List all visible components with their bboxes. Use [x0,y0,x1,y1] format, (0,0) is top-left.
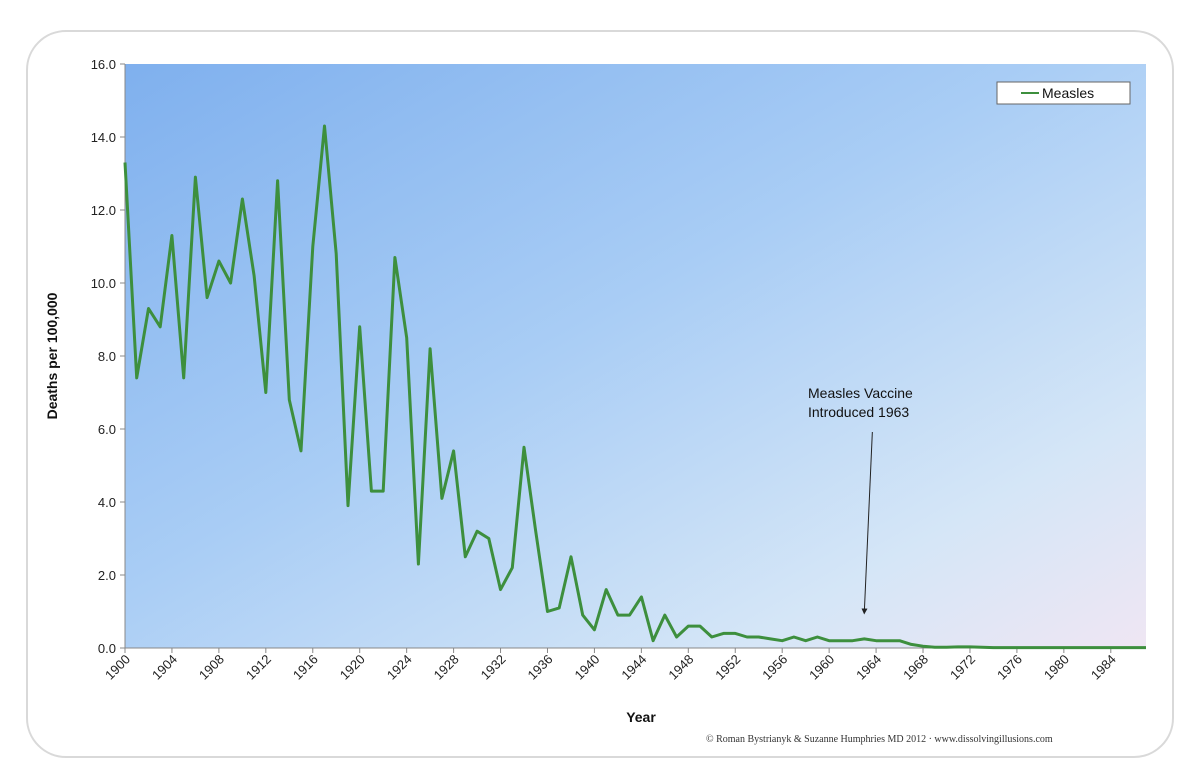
y-tick-label: 8.0 [98,349,116,364]
x-tick-label: 1900 [102,652,133,683]
x-tick-label: 1924 [384,652,415,683]
x-tick-label: 1952 [712,652,743,683]
x-tick-label: 1964 [853,652,884,683]
legend: Measles [996,81,1131,105]
x-tick-label: 1944 [618,652,649,683]
x-tick-label: 1940 [571,652,602,683]
x-tick-label: 1972 [947,652,978,683]
credit-text: © Roman Bystrianyk & Suzanne Humphries M… [706,734,1053,745]
x-tick-label: 1936 [525,652,556,683]
x-tick-label: 1920 [337,652,368,683]
y-axis-title: Deaths per 100,000 [44,292,60,419]
y-tick-label: 2.0 [98,568,116,583]
y-tick-label: 12.0 [91,203,116,218]
legend-label-measles: Measles [1042,85,1094,101]
annotation-line-1: Measles Vaccine [808,385,913,401]
x-axis-title: Year [626,709,656,725]
x-tick-label: 1980 [1041,652,1072,683]
annotation-line-2: Introduced 1963 [808,404,909,420]
annotation-arrow [861,431,873,615]
x-tick-label: 1928 [431,652,462,683]
x-tick-label: 1916 [290,652,321,683]
x-tick-label: 1912 [243,652,274,683]
x-tick-label: 1984 [1088,652,1119,683]
y-tick-label: 16.0 [91,57,116,72]
x-tick-label: 1904 [149,652,180,683]
x-tick-label: 1932 [478,652,509,683]
y-tick-label: 0.0 [98,641,116,656]
x-tick-label: 1976 [994,652,1025,683]
x-tick-label: 1908 [196,652,227,683]
x-tick-label: 1968 [900,652,931,683]
vaccine-annotation: Measles Vaccine Introduced 1963 [808,385,913,615]
y-tick-label: 14.0 [91,130,116,145]
x-tick-label: 1960 [806,652,837,683]
x-tick-label: 1956 [759,652,790,683]
y-tick-label: 6.0 [98,422,116,437]
series-line-measles [123,124,1146,650]
y-tick-label: 10.0 [91,276,116,291]
legend-box [996,81,1131,105]
y-tick-label: 4.0 [98,495,116,510]
x-tick-label: 1948 [665,652,696,683]
plot-area [125,64,1146,648]
